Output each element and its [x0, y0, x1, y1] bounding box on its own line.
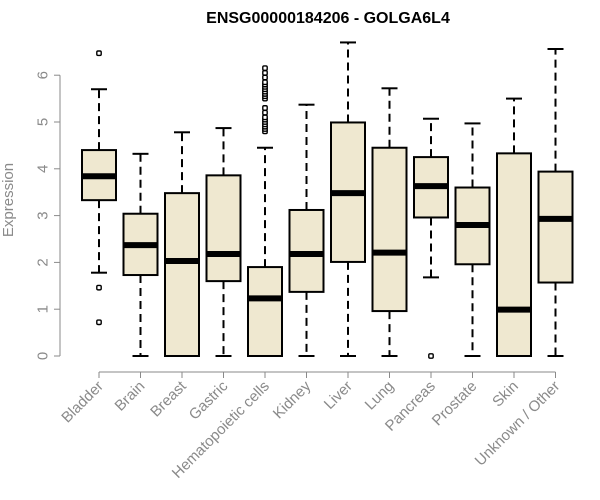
outlier-point	[96, 319, 102, 326]
y-tick-label: 0	[35, 352, 52, 360]
box-8	[413, 117, 449, 359]
box-10	[496, 97, 532, 357]
x-tick-label: Liver	[321, 378, 356, 413]
box-11	[537, 47, 574, 357]
outlier-point	[262, 79, 268, 86]
iqr-box	[371, 146, 408, 313]
outlier-point	[262, 109, 268, 116]
x-tick-label: Kidney	[270, 377, 315, 422]
chart-title: ENSG00000184206 - GOLGA6L4	[206, 10, 450, 27]
x-tick-label: Prostate	[429, 378, 481, 430]
outlier-point	[262, 69, 268, 76]
y-tick-label: 1	[35, 305, 52, 313]
outlier-point	[262, 74, 268, 81]
y-axis-label: Expression	[0, 163, 17, 237]
box-2	[164, 131, 200, 357]
box-0	[81, 50, 117, 326]
x-tick-label: Breast	[147, 377, 190, 420]
y-tick-label: 2	[35, 258, 52, 266]
y-axis: 0 1 2 3 4 5 6	[35, 71, 61, 360]
box-7	[371, 87, 408, 357]
box-1	[122, 152, 159, 357]
y-tick-label: 3	[35, 211, 52, 219]
x-tick-label: Brain	[112, 378, 149, 415]
y-tick-label: 6	[35, 71, 52, 79]
iqr-box	[288, 208, 325, 293]
outlier-point	[262, 105, 268, 111]
iqr-box	[247, 266, 283, 357]
y-tick-label: 4	[35, 165, 52, 173]
outlier-point	[262, 114, 268, 121]
box-6	[330, 41, 366, 357]
y-tick-label: 5	[35, 118, 52, 126]
boxes-group	[81, 41, 574, 359]
outlier-point	[96, 284, 102, 291]
x-tick-label: Skin	[489, 378, 522, 411]
iqr-box	[164, 192, 200, 357]
outlier-point	[96, 50, 102, 57]
outlier-point	[428, 353, 434, 359]
x-tick-label: Bladder	[58, 378, 107, 427]
box-5	[288, 103, 325, 357]
x-tick-label: Lung	[362, 378, 398, 414]
box-9	[454, 122, 491, 357]
iqr-box	[537, 170, 574, 284]
outlier-point	[262, 65, 268, 72]
box-4	[247, 65, 283, 357]
iqr-box	[496, 152, 532, 357]
box-3	[205, 127, 242, 357]
iqr-box	[205, 174, 242, 283]
